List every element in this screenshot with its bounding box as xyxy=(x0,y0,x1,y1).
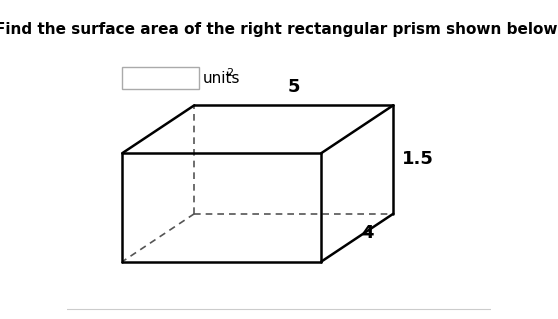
FancyBboxPatch shape xyxy=(122,67,199,89)
Polygon shape xyxy=(321,105,393,262)
Text: Find the surface area of the right rectangular prism shown below.: Find the surface area of the right recta… xyxy=(0,22,558,37)
Polygon shape xyxy=(122,153,321,262)
Text: 4: 4 xyxy=(362,224,374,242)
Text: 1.5: 1.5 xyxy=(402,151,434,168)
Polygon shape xyxy=(122,105,393,153)
Text: 2: 2 xyxy=(226,68,233,78)
Text: 5: 5 xyxy=(287,78,300,96)
Text: units: units xyxy=(203,70,240,86)
